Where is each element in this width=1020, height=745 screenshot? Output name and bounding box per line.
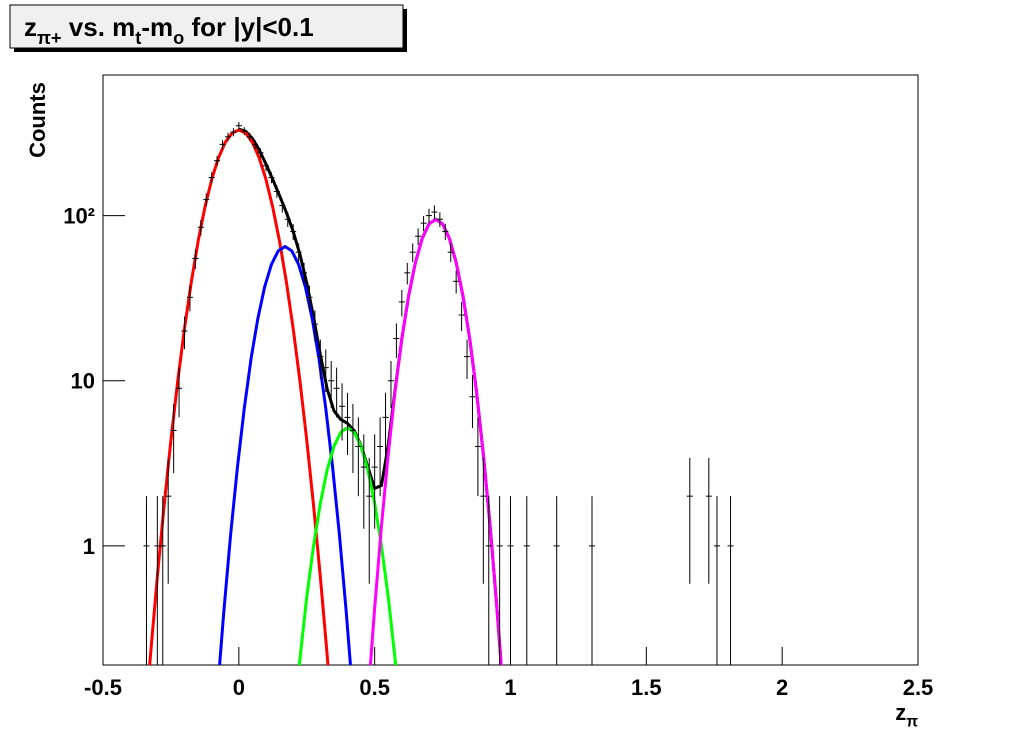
fit-curve [148, 128, 330, 665]
y-tick-label: 1 [83, 534, 95, 559]
text-part: vs. m [62, 12, 136, 42]
fit-curve [368, 217, 503, 665]
y-axis-label: Counts [25, 82, 50, 158]
y-tick-label: 10 [71, 369, 95, 394]
subscript-text: π [906, 714, 918, 731]
fit-curves [148, 127, 503, 665]
x-axis-label: zπ [895, 700, 918, 731]
subscript-text: o [173, 28, 184, 48]
text-part: for |y|<0.1 [184, 12, 313, 42]
x-tick-label: 2 [776, 675, 788, 700]
fit-curve [238, 127, 503, 665]
x-tick-label: 1.5 [631, 675, 662, 700]
text-part: z [24, 12, 37, 42]
x-tick-label: -0.5 [84, 675, 122, 700]
data-points [143, 121, 734, 665]
text-part: -m [141, 12, 173, 42]
y-tick-label: 10² [63, 204, 95, 229]
subscript-text: t [135, 28, 141, 48]
title-box [9, 4, 404, 49]
subscript-text: π+ [37, 28, 62, 48]
x-tick-label: 2.5 [903, 675, 934, 700]
x-tick-label: 0 [233, 675, 245, 700]
x-tick-label: 1 [504, 675, 516, 700]
chart-title: zπ+ vs. mt-mo for |y|<0.1 [24, 12, 314, 48]
text-part: z [895, 700, 906, 725]
x-tick-label: 0.5 [359, 675, 390, 700]
fit-curve [218, 244, 352, 665]
